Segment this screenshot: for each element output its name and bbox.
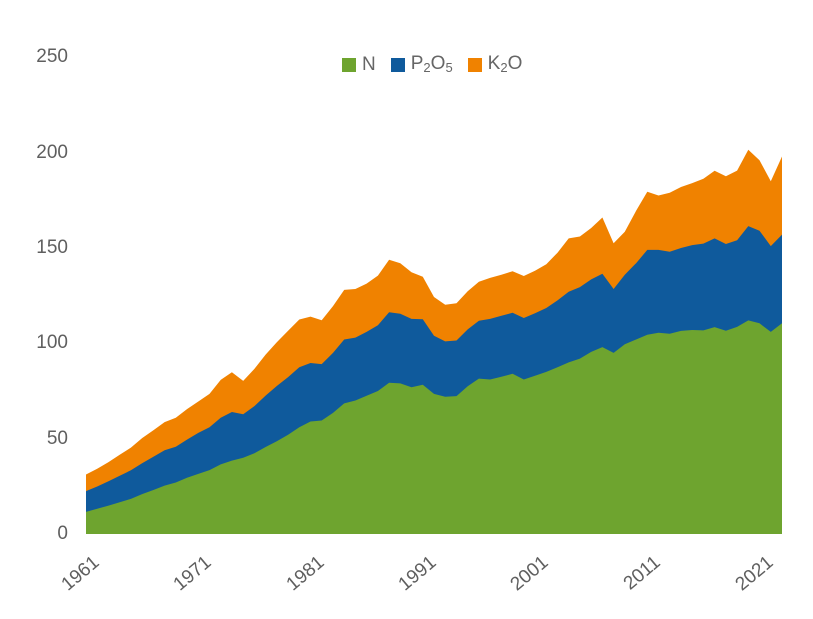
- y-axis-tick-label: 200: [36, 141, 68, 163]
- legend-label: P2O5: [410, 53, 453, 76]
- y-axis-tick-label: 250: [36, 46, 68, 68]
- area-series-n: [86, 320, 782, 534]
- y-axis-tick-label: 100: [36, 332, 68, 354]
- chart-legend: N P2O5 K2O: [342, 54, 537, 75]
- legend-item-k2o: K2O: [467, 53, 523, 76]
- y-axis-tick-label: 0: [57, 523, 68, 544]
- legend-label: K2O: [487, 53, 523, 76]
- y-axis-tick-label: 50: [46, 427, 68, 449]
- legend-swatch-n: [342, 57, 356, 72]
- legend-swatch-k2o: [467, 57, 482, 72]
- legend-swatch-p2o5: [390, 57, 405, 72]
- legend-item-n: N: [342, 53, 376, 75]
- legend-label: N: [362, 53, 376, 75]
- y-axis-tick-label: 150: [36, 236, 68, 258]
- legend-item-p2o5: P2O5: [390, 53, 453, 76]
